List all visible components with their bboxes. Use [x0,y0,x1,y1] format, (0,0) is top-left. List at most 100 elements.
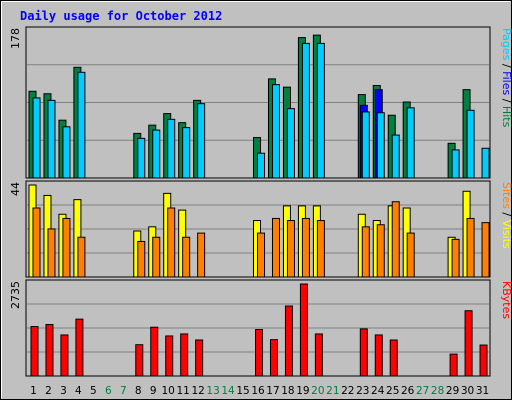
day-label-28: 28 [431,385,444,397]
bar-pages-day-2 [47,99,56,179]
bar-sites-day-30 [466,217,475,278]
panel-visits-legend: Sites / Visits [500,182,512,249]
day-label-10: 10 [162,385,175,397]
bar-pages-day-10 [167,118,176,179]
bar-pages-day-17 [271,84,280,179]
day-label-21: 21 [326,385,339,397]
day-label-19: 19 [296,385,309,397]
bar-pages-day-24 [376,112,385,179]
bar-kbytes-day-10 [165,335,174,377]
day-label-7: 7 [120,385,127,397]
legend-item: Sites [500,182,512,209]
bar-sites-day-1 [32,207,41,278]
bar-pages-day-26 [406,107,415,179]
bar-pages-day-9 [152,129,161,179]
panel-kbytes: 2735 KBytes [9,279,512,377]
bar-sites-day-2 [47,228,56,278]
bar-kbytes-day-4 [75,318,84,377]
day-label-26: 26 [401,385,415,397]
chart-panels: 178 Pages / Files / Hits 44 Sites / Visits 2… [9,26,512,377]
bar-pages-day-3 [62,126,71,179]
panel-kbytes-legend: KBytes [500,281,512,319]
bar-kbytes-day-2 [45,324,54,377]
bar-kbytes-day-17 [269,339,278,377]
bar-pages-day-23 [361,111,370,179]
bar-sites-day-18 [286,220,295,278]
bar-kbytes-day-31 [479,344,488,377]
bar-pages-day-31 [481,147,490,179]
bar-sites-day-11 [182,236,191,278]
bar-kbytes-day-29 [449,353,458,377]
bar-pages-day-4 [77,71,86,179]
bar-kbytes-day-19 [299,283,308,377]
bar-sites-day-8 [137,240,146,278]
day-label-24: 24 [371,385,385,397]
day-label-6: 6 [105,385,112,397]
day-label-11: 11 [176,385,189,397]
legend-item: Visits [500,220,512,249]
bar-pages-day-8 [137,137,146,179]
bar-pages-day-20 [316,42,325,179]
bar-sites-day-20 [316,220,325,278]
bar-pages-day-30 [466,109,475,179]
day-label-18: 18 [281,385,294,397]
bar-sites-day-12 [197,232,206,278]
bar-kbytes-day-11 [180,333,189,377]
chart-title: Daily usage for October 2012 [20,9,222,23]
bar-sites-day-19 [301,217,310,278]
panel-hits-legend: Pages / Files / Hits [500,28,512,128]
day-label-15: 15 [236,385,249,397]
panel-visits-max-label: 44 [9,182,22,196]
bar-kbytes-day-25 [389,339,398,377]
day-label-5: 5 [90,385,97,397]
bar-sites-day-16 [257,232,266,278]
bar-sites-day-26 [406,232,415,278]
day-label-3: 3 [60,385,67,397]
x-axis-day-labels: 1 2 3 4 5 6 7 8 9 10 11 12 13 14 15 16 17 18 19 20 21 22 23 24 2… [30,385,489,397]
bar-pages-day-1 [32,97,41,179]
bar-sites-day-3 [62,217,71,278]
legend-item: / [500,95,512,106]
bar-kbytes-day-9 [150,326,159,377]
bar-sites-day-10 [167,207,176,278]
bar-sites-day-25 [391,201,400,278]
bar-sites-day-4 [77,236,86,278]
day-label-13: 13 [206,385,219,397]
bar-pages-day-12 [197,103,206,179]
bar-sites-day-24 [376,224,385,278]
panel-hits-max-label: 178 [9,28,22,49]
panel-kbytes-max-label: 2735 [9,281,22,309]
bar-kbytes-day-24 [374,334,383,377]
day-label-4: 4 [75,385,82,397]
legend-item: Files [500,71,512,95]
day-label-20: 20 [311,385,324,397]
panel-hits: 178 Pages / Files / Hits [9,26,512,179]
bar-kbytes-day-8 [135,344,144,377]
day-label-2: 2 [45,385,52,397]
legend-item: / [500,209,512,220]
bar-kbytes-day-3 [60,334,69,377]
day-label-22: 22 [341,385,354,397]
bar-sites-day-9 [152,236,161,278]
bar-pages-day-16 [257,152,266,179]
bar-kbytes-day-18 [284,305,293,377]
bar-pages-day-11 [182,127,191,179]
day-label-17: 17 [266,385,279,397]
legend-item: Pages [500,28,512,61]
bar-pages-day-18 [286,108,295,179]
day-label-29: 29 [446,385,459,397]
day-label-25: 25 [386,385,399,397]
day-label-14: 14 [221,385,235,397]
bar-sites-day-23 [361,226,370,278]
panel-visits: 44 Sites / Visits [9,180,512,278]
day-label-8: 8 [135,385,142,397]
bar-pages-day-19 [301,42,310,179]
legend-item: Hits [500,106,512,128]
day-label-27: 27 [416,385,429,397]
bar-kbytes-day-1 [30,326,39,377]
bar-kbytes-day-30 [464,310,473,377]
bar-kbytes-day-23 [359,328,368,377]
legend-item: / [500,60,512,71]
bar-sites-day-17 [271,217,280,278]
